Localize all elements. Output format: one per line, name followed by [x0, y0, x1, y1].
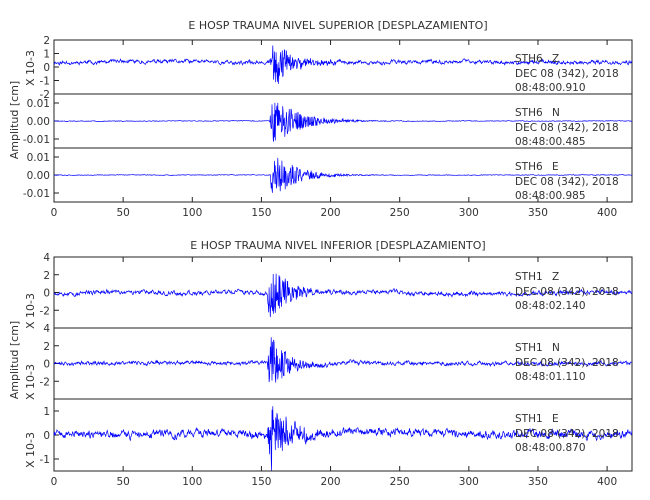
- waveform-line: [53, 273, 633, 318]
- x-tick-label: 150: [251, 207, 271, 219]
- y-tick-label: -2: [40, 305, 50, 317]
- record-time: 08:48:00.985: [515, 190, 586, 202]
- x-tick-label: 100: [182, 476, 202, 488]
- y-axis-label: Amplitud [cm]: [8, 81, 21, 159]
- y-tick-label: 2: [43, 35, 50, 47]
- waveform-line: [53, 45, 633, 84]
- y-tick-label: 1: [43, 49, 50, 61]
- waveform-line: [53, 337, 633, 383]
- y-tick-label: 0: [43, 359, 50, 371]
- y-tick-label: 0: [43, 62, 50, 74]
- station-component-label: STH1: [515, 271, 543, 283]
- y-tick-label: -0.01: [23, 134, 50, 146]
- x-tick-label: 300: [459, 207, 479, 219]
- y-axis-label: Amplitud [cm]: [8, 321, 21, 399]
- x-tick-label: 200: [321, 207, 341, 219]
- y-tick-label: 0: [43, 288, 50, 300]
- record-time: 08:48:00.870: [515, 442, 586, 454]
- station-component-label: STH1: [515, 342, 543, 354]
- panel-inferior: E HOSP TRAUMA NIVEL INFERIOR [DESPLAZAMI…: [8, 239, 633, 488]
- trace-sth1-e: -1 0 1 STH1 E DEC 08 (342), 2018 08:48:00.…: [40, 398, 633, 472]
- y-tick-label: 2: [43, 270, 50, 282]
- component-label: E: [552, 161, 559, 173]
- record-date: DEC 08 (342), 2018: [515, 286, 619, 298]
- x-tick-label: 0: [51, 207, 58, 219]
- record-date: DEC 08 (342), 2018: [515, 68, 619, 80]
- station-component-label: STH6: [515, 107, 543, 119]
- component-label: Z: [552, 53, 559, 65]
- y-tick-label: 0: [43, 430, 50, 442]
- y-scale-label: X 10-3: [24, 432, 37, 468]
- record-time: 08:48:00.910: [515, 82, 586, 94]
- trace-sth6-z: -2-1 01 2 STH6 Z DEC 08 (342), 2018 08:48:…: [40, 35, 633, 101]
- panel-title: E HOSP TRAUMA NIVEL SUPERIOR [DESPLAZAMI…: [188, 19, 487, 32]
- y-tick-label: -2: [40, 89, 50, 101]
- record-date: DEC 08 (342), 2018: [515, 176, 619, 188]
- y-tick-label: -0.01: [23, 188, 50, 200]
- x-tick-label: 250: [390, 207, 410, 219]
- y-tick-label: 1: [43, 406, 50, 418]
- y-tick-label: 0.01: [27, 152, 50, 164]
- station-component-label: STH6: [515, 53, 543, 65]
- record-date: DEC 08 (342), 2018: [515, 428, 619, 440]
- x-tick-label: 0: [51, 476, 58, 488]
- trace-sth1-n: -2 0 2 4 STH1 N DEC 08 (342), 2018 08:48:01…: [40, 323, 633, 400]
- x-tick-label: 350: [528, 476, 548, 488]
- x-tick-label: 100: [182, 207, 202, 219]
- y-tick-label: 2: [43, 341, 50, 353]
- y-scale-label: X 10-3: [24, 50, 37, 86]
- waveform-line: [53, 102, 633, 142]
- station-component-label: STH6: [515, 161, 543, 173]
- y-tick-label: -1: [40, 76, 50, 88]
- trace-sth6-n: -0.010.000.01 STH6 N DEC 08 (342), 2018 …: [23, 93, 633, 149]
- waveform-line: [53, 406, 633, 471]
- record-time: 08:48:01.110: [515, 371, 586, 383]
- x-tick-label: 200: [321, 476, 341, 488]
- x-tick-label: 400: [597, 207, 617, 219]
- y-scale-label: X 10-3: [24, 293, 37, 329]
- y-tick-label: 4: [43, 252, 50, 264]
- record-time: 08:48:02.140: [515, 300, 586, 312]
- record-date: DEC 08 (342), 2018: [515, 122, 619, 134]
- panel-superior: E HOSP TRAUMA NIVEL SUPERIOR [DESPLAZAMI…: [8, 19, 633, 219]
- record-time: 08:48:00.485: [515, 136, 586, 148]
- station-component-label: STH1: [515, 413, 543, 425]
- component-label: Z: [552, 271, 559, 283]
- trace-sth6-e: -0.010.000.01 STH6 E DEC 08 (342), 2018 …: [23, 147, 633, 203]
- component-label: N: [552, 107, 560, 119]
- y-tick-label: 0.01: [27, 98, 50, 110]
- y-tick-label: -2: [40, 376, 50, 388]
- y-tick-label: 0.00: [27, 116, 50, 128]
- trace-sth1-z: -2 0 2 4 STH1 Z DEC 08 (342), 2018 08:48:02…: [40, 252, 633, 329]
- record-date: DEC 08 (342), 2018: [515, 357, 619, 369]
- x-tick-label: 300: [459, 476, 479, 488]
- panel-title: E HOSP TRAUMA NIVEL INFERIOR [DESPLAZAMI…: [190, 239, 485, 252]
- component-label: E: [552, 413, 559, 425]
- x-tick-label: 400: [597, 476, 617, 488]
- y-tick-label: 4: [43, 323, 50, 335]
- x-tick-label: 150: [251, 476, 271, 488]
- x-tick-label: 50: [116, 476, 129, 488]
- component-label: N: [552, 342, 560, 354]
- x-tick-label: 350: [528, 207, 548, 219]
- waveform-line: [53, 157, 632, 193]
- x-tick-label: 50: [116, 207, 129, 219]
- y-scale-label: X 10-3: [24, 364, 37, 400]
- x-tick-label: 250: [390, 476, 410, 488]
- y-tick-label: -1: [40, 454, 50, 466]
- y-tick-label: 0.00: [27, 170, 50, 182]
